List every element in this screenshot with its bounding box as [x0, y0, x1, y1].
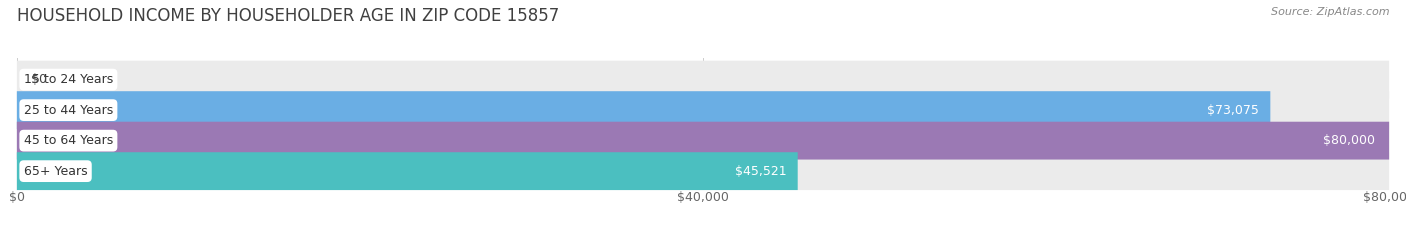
- FancyBboxPatch shape: [17, 91, 1271, 129]
- FancyBboxPatch shape: [17, 122, 1389, 160]
- Text: Source: ZipAtlas.com: Source: ZipAtlas.com: [1271, 7, 1389, 17]
- FancyBboxPatch shape: [17, 61, 1389, 99]
- Text: 15 to 24 Years: 15 to 24 Years: [24, 73, 112, 86]
- Text: $0: $0: [31, 73, 46, 86]
- Text: $73,075: $73,075: [1208, 104, 1260, 117]
- Text: 45 to 64 Years: 45 to 64 Years: [24, 134, 112, 147]
- FancyBboxPatch shape: [17, 122, 1389, 160]
- Text: $80,000: $80,000: [1323, 134, 1375, 147]
- Text: 25 to 44 Years: 25 to 44 Years: [24, 104, 112, 117]
- Text: 65+ Years: 65+ Years: [24, 165, 87, 178]
- Text: HOUSEHOLD INCOME BY HOUSEHOLDER AGE IN ZIP CODE 15857: HOUSEHOLD INCOME BY HOUSEHOLDER AGE IN Z…: [17, 7, 560, 25]
- Text: $45,521: $45,521: [735, 165, 787, 178]
- FancyBboxPatch shape: [17, 152, 797, 190]
- FancyBboxPatch shape: [17, 152, 1389, 190]
- FancyBboxPatch shape: [17, 91, 1389, 129]
